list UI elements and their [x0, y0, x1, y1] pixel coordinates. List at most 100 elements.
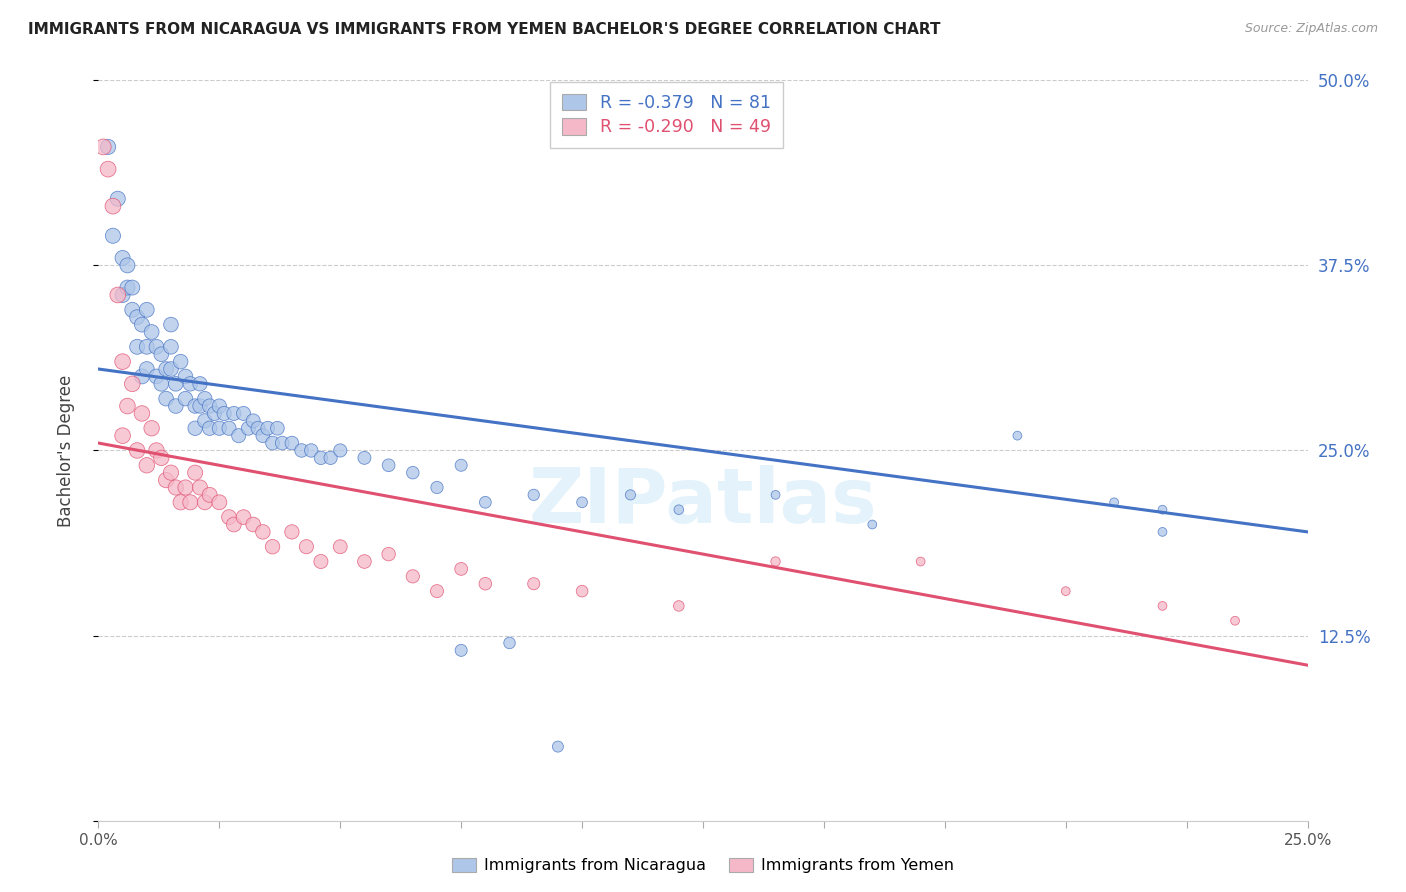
Point	[329, 443, 352, 458]
Point	[165, 480, 187, 494]
Y-axis label: Bachelor's Degree: Bachelor's Degree	[56, 375, 75, 526]
Point	[309, 450, 332, 465]
Point	[155, 362, 177, 376]
Point	[204, 407, 226, 421]
Point	[1152, 502, 1174, 516]
Point	[290, 443, 312, 458]
Point	[179, 376, 201, 391]
Point	[426, 584, 449, 599]
Point	[256, 421, 278, 435]
Point	[571, 584, 593, 599]
Point	[131, 369, 153, 384]
Point	[523, 576, 546, 591]
Point	[329, 540, 352, 554]
Point	[238, 421, 260, 435]
Text: ZIPatlas: ZIPatlas	[529, 466, 877, 540]
Point	[242, 414, 264, 428]
Point	[498, 636, 520, 650]
Point	[117, 259, 139, 273]
Point	[247, 421, 270, 435]
Point	[135, 302, 157, 317]
Point	[174, 480, 197, 494]
Point	[160, 340, 183, 354]
Point	[1152, 599, 1174, 613]
Point	[222, 407, 245, 421]
Point	[353, 555, 375, 569]
Point	[145, 340, 167, 354]
Point	[668, 599, 690, 613]
Point	[198, 399, 221, 413]
Point	[97, 162, 120, 177]
Point	[145, 369, 167, 384]
Point	[141, 421, 163, 435]
Point	[547, 739, 569, 754]
Point	[160, 362, 183, 376]
Point	[141, 325, 163, 339]
Point	[169, 495, 191, 509]
Point	[1054, 584, 1077, 599]
Point	[107, 288, 129, 302]
Point	[97, 140, 120, 154]
Point	[523, 488, 546, 502]
Point	[222, 517, 245, 532]
Point	[266, 421, 288, 435]
Point	[299, 443, 322, 458]
Point	[194, 392, 217, 406]
Point	[145, 443, 167, 458]
Point	[208, 399, 231, 413]
Point	[121, 376, 143, 391]
Point	[295, 540, 318, 554]
Point	[668, 502, 690, 516]
Point	[135, 458, 157, 473]
Point	[111, 251, 134, 265]
Point	[131, 318, 153, 332]
Point	[377, 458, 399, 473]
Point	[319, 450, 342, 465]
Point	[194, 414, 217, 428]
Point	[1152, 524, 1174, 539]
Point	[1007, 428, 1029, 442]
Point	[107, 192, 129, 206]
Point	[155, 473, 177, 487]
Point	[184, 466, 207, 480]
Point	[117, 280, 139, 294]
Point	[184, 399, 207, 413]
Point	[765, 555, 787, 569]
Point	[188, 399, 211, 413]
Point	[121, 280, 143, 294]
Point	[101, 199, 124, 213]
Point	[184, 421, 207, 435]
Point	[1102, 495, 1125, 509]
Point	[198, 421, 221, 435]
Point	[91, 140, 114, 154]
Point	[121, 302, 143, 317]
Point	[188, 376, 211, 391]
Point	[135, 340, 157, 354]
Point	[212, 407, 235, 421]
Point	[174, 369, 197, 384]
Point	[860, 517, 883, 532]
Point	[111, 354, 134, 368]
Point	[571, 495, 593, 509]
Point	[281, 524, 304, 539]
Point	[765, 488, 787, 502]
Point	[127, 443, 149, 458]
Point	[377, 547, 399, 561]
Point	[160, 466, 183, 480]
Point	[450, 458, 472, 473]
Point	[208, 495, 231, 509]
Point	[165, 376, 187, 391]
Point	[150, 347, 173, 361]
Point	[165, 399, 187, 413]
Point	[218, 421, 240, 435]
Legend: Immigrants from Nicaragua, Immigrants from Yemen: Immigrants from Nicaragua, Immigrants fr…	[446, 851, 960, 880]
Point	[910, 555, 932, 569]
Point	[232, 407, 254, 421]
Point	[169, 354, 191, 368]
Point	[194, 495, 217, 509]
Point	[135, 362, 157, 376]
Text: IMMIGRANTS FROM NICARAGUA VS IMMIGRANTS FROM YEMEN BACHELOR'S DEGREE CORRELATION: IMMIGRANTS FROM NICARAGUA VS IMMIGRANTS …	[28, 22, 941, 37]
Point	[188, 480, 211, 494]
Point	[127, 340, 149, 354]
Point	[271, 436, 294, 450]
